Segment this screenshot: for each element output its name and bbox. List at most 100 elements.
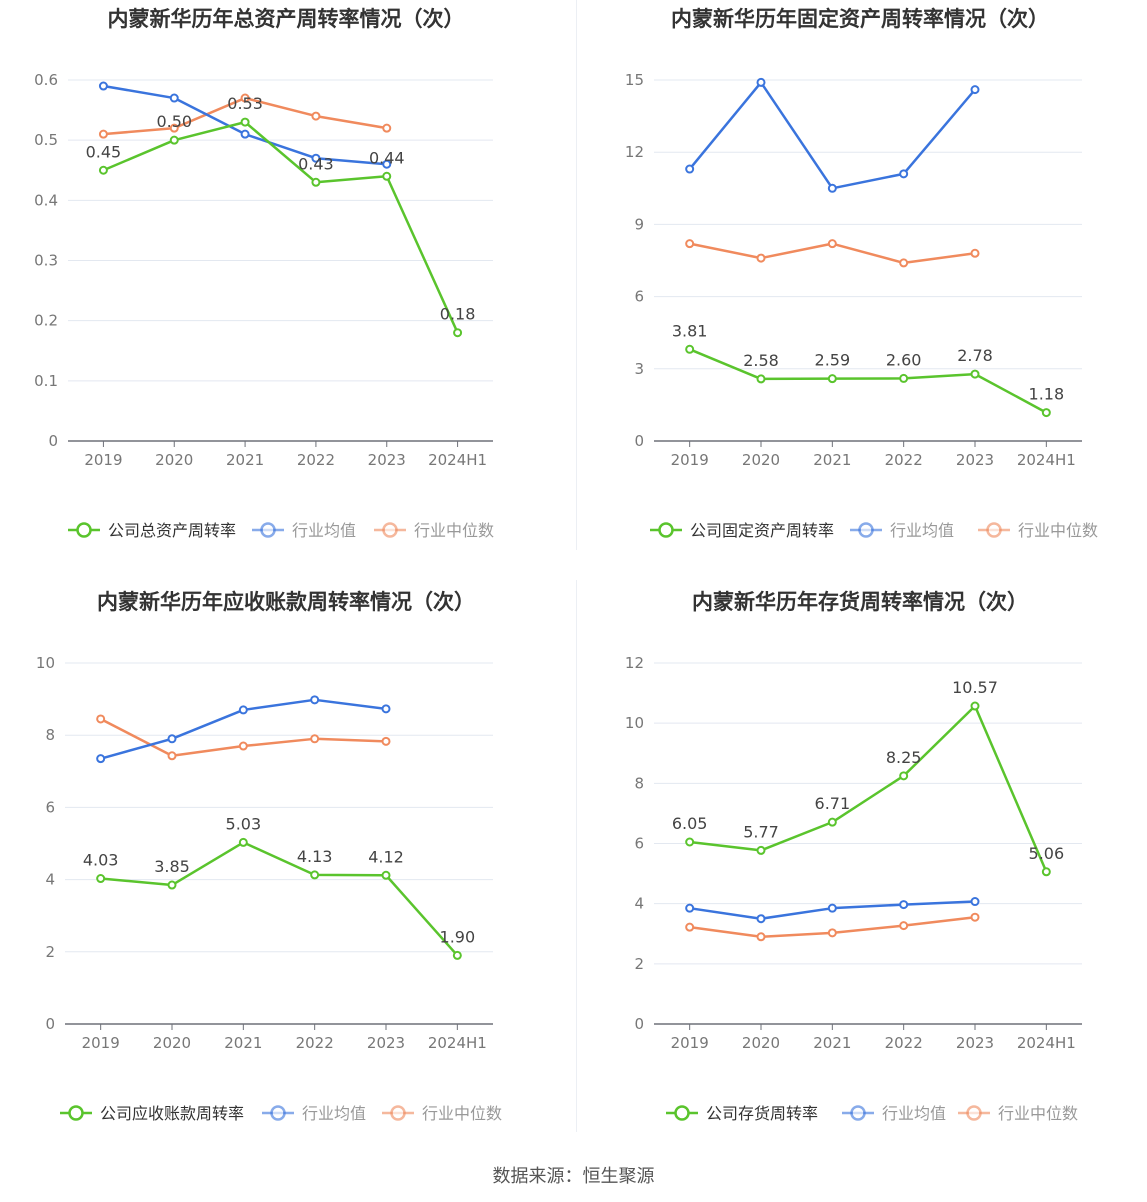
legend-marker	[382, 522, 398, 538]
data-point-avg	[311, 153, 321, 163]
data-label: 2.58	[743, 351, 779, 370]
x-tick-label: 2024H1	[1017, 451, 1076, 469]
data-label: 5.03	[226, 814, 262, 833]
chart-title: 内蒙新华历年应收账款周转率情况（次）	[97, 590, 475, 614]
y-tick-label: 15	[625, 71, 644, 89]
legend-item-company: 公司固定资产周转率	[650, 521, 834, 540]
series-line-company	[689, 348, 1047, 414]
x-tick-label: 2019	[671, 1034, 709, 1052]
legend-item-median: 行业中位数	[978, 521, 1098, 540]
y-tick-label: 6	[634, 288, 644, 306]
data-label: 1.90	[440, 927, 476, 946]
legend-marker	[76, 522, 92, 538]
y-tick-label: 2	[634, 955, 644, 973]
chart-title: 内蒙新华历年存货周转率情况（次）	[692, 590, 1028, 614]
y-tick-label: 12	[625, 654, 644, 672]
data-point-company	[98, 165, 108, 175]
data-label: 2.60	[886, 350, 922, 369]
legend-marker	[260, 522, 276, 538]
data-point-median	[238, 741, 248, 751]
data-point-company	[827, 374, 837, 384]
data-label: 10.57	[952, 678, 998, 697]
data-point-company	[311, 177, 321, 187]
y-tick-label: 0.1	[34, 372, 58, 390]
legend-label: 行业均值	[882, 1104, 946, 1123]
y-tick-label: 2	[45, 943, 55, 961]
chart-svg: 内蒙新华历年应收账款周转率情况（次） 0 2 4 6 8 10 2019 2020 2021 202…	[36, 590, 502, 1123]
data-point-median	[970, 912, 980, 922]
data-point-avg	[96, 754, 106, 764]
data-label: 2.78	[957, 346, 993, 365]
data-point-avg	[756, 77, 766, 87]
x-tick-label: 2020	[742, 451, 780, 469]
legend-label: 行业均值	[890, 521, 954, 540]
data-label: 0.45	[86, 142, 122, 161]
legend-label: 公司存货周转率	[706, 1104, 818, 1123]
y-tick-label: 4	[45, 871, 55, 889]
data-point-company	[1041, 408, 1051, 418]
data-point-avg	[899, 900, 909, 910]
legend-item-avg: 行业均值	[850, 521, 954, 540]
x-tick-label: 2024H1	[1017, 1034, 1076, 1052]
y-tick-label: 4	[634, 895, 644, 913]
data-label: 4.03	[83, 851, 119, 870]
data-point-median	[685, 922, 695, 932]
x-tick-label: 2021	[813, 1034, 851, 1052]
data-label: 5.77	[743, 822, 779, 841]
x-tick-label: 2021	[224, 1034, 262, 1052]
legend-item-avg: 行业均值	[842, 1104, 946, 1123]
legend-item-company: 公司应收账款周转率	[60, 1104, 244, 1123]
data-label: 3.85	[154, 857, 190, 876]
data-label: 0.43	[298, 154, 334, 173]
x-tick-label: 2019	[82, 1034, 120, 1052]
data-point-avg	[827, 903, 837, 913]
data-point-company	[310, 870, 320, 880]
y-tick-label: 9	[634, 215, 644, 233]
data-label: 0.53	[227, 94, 263, 113]
data-point-median	[240, 93, 250, 103]
x-tick-label: 2022	[885, 451, 923, 469]
chart-svg: 内蒙新华历年存货周转率情况（次） 0 2 4 6 8 10 12 2019 2020 2021 202…	[625, 590, 1082, 1123]
chart-total-asset-turnover: 内蒙新华历年总资产周转率情况（次） 0 0.1 0.2 0.3 0.4 0.5 0.6 2019…	[0, 0, 573, 583]
data-point-median	[381, 736, 391, 746]
chart-svg: 内蒙新华历年总资产周转率情况（次） 0 0.1 0.2 0.3 0.4 0.5 0.6 2019…	[34, 7, 494, 540]
x-tick-label: 2024H1	[428, 451, 487, 469]
data-point-avg	[169, 93, 179, 103]
data-point-company	[238, 837, 248, 847]
y-tick-label: 0	[48, 432, 58, 450]
data-point-company	[899, 373, 909, 383]
legend-marker	[390, 1105, 406, 1121]
y-tick-label: 12	[625, 143, 644, 161]
data-point-avg	[240, 129, 250, 139]
data-point-company	[382, 171, 392, 181]
chart-title: 内蒙新华历年固定资产周转率情况（次）	[671, 7, 1049, 31]
x-tick-label: 2022	[297, 451, 335, 469]
data-point-company	[453, 328, 463, 338]
legend-item-avg: 行业均值	[252, 521, 356, 540]
data-point-company	[381, 870, 391, 880]
data-point-avg	[382, 159, 392, 169]
x-tick-label: 2024H1	[428, 1034, 487, 1052]
y-tick-label: 10	[36, 654, 55, 672]
y-tick-label: 0.5	[34, 131, 58, 149]
data-point-median	[98, 129, 108, 139]
legend-label: 公司应收账款周转率	[100, 1104, 244, 1123]
data-point-company	[899, 771, 909, 781]
data-point-median	[685, 239, 695, 249]
data-point-median	[970, 248, 980, 258]
data-point-company	[240, 117, 250, 127]
data-label: 0.44	[369, 148, 405, 167]
data-label: 8.25	[886, 748, 922, 767]
chart-fixed-asset-turnover: 内蒙新华历年固定资产周转率情况（次） 0 3 6 9 12 15 2019 2020 2021 20…	[574, 0, 1147, 583]
x-tick-label: 2020	[742, 1034, 780, 1052]
data-point-company	[1041, 867, 1051, 877]
data-point-median	[756, 932, 766, 942]
x-tick-label: 2023	[956, 1034, 994, 1052]
chart-title: 内蒙新华历年总资产周转率情况（次）	[108, 7, 465, 31]
y-tick-label: 6	[634, 835, 644, 853]
data-label: 4.13	[297, 847, 333, 866]
legend-marker	[270, 1105, 286, 1121]
legend-marker	[986, 522, 1002, 538]
x-tick-label: 2022	[296, 1034, 334, 1052]
data-point-company	[685, 837, 695, 847]
